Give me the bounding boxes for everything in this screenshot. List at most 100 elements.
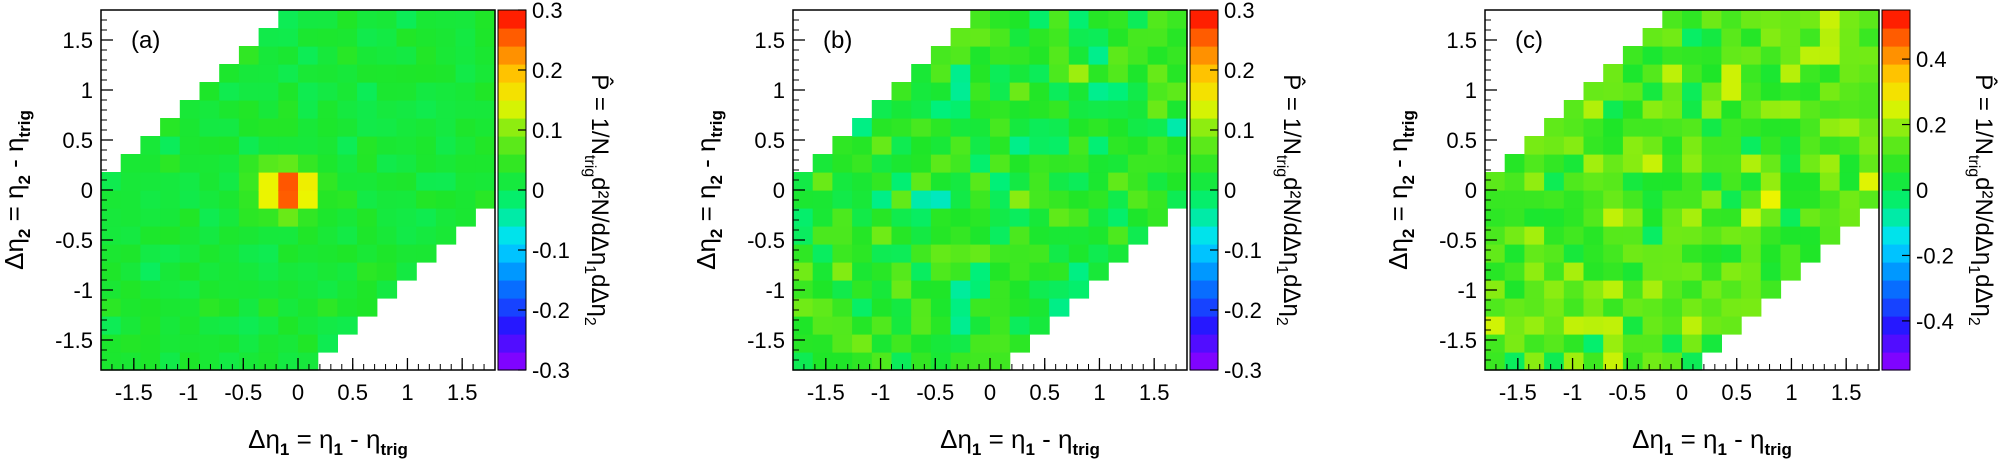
color-bar-segment bbox=[1882, 64, 1910, 83]
heatmap-cell bbox=[911, 352, 932, 371]
heatmap-cell bbox=[1622, 82, 1644, 101]
x-tick-label: 0.5 bbox=[1721, 380, 1752, 405]
heatmap-cell bbox=[1760, 208, 1782, 227]
heatmap-cell bbox=[891, 298, 912, 317]
heatmap-cell bbox=[891, 208, 912, 227]
heatmap-cell bbox=[990, 136, 1011, 155]
heatmap-cell bbox=[1009, 82, 1030, 101]
heatmap-cell bbox=[1544, 208, 1565, 227]
heatmap-cell bbox=[376, 46, 398, 65]
heatmap-cell bbox=[1504, 316, 1525, 335]
heatmap-cell bbox=[812, 298, 833, 317]
heatmap-cell bbox=[199, 100, 220, 119]
heatmap-cell bbox=[416, 118, 437, 137]
y-tick-label: 0.5 bbox=[754, 128, 785, 153]
heatmap-cell bbox=[1544, 334, 1565, 353]
heatmap-cell bbox=[435, 118, 457, 137]
heatmap-cell bbox=[1682, 172, 1703, 191]
heatmap-cell bbox=[160, 298, 181, 317]
heatmap-cell bbox=[990, 46, 1011, 65]
heatmap-cell bbox=[278, 28, 299, 47]
heatmap-cell bbox=[1741, 280, 1762, 299]
heatmap-cell bbox=[357, 226, 378, 245]
heatmap-cell bbox=[1147, 82, 1168, 101]
color-bar-segment bbox=[498, 28, 526, 47]
heatmap-cell bbox=[219, 190, 240, 209]
heatmap-cell bbox=[1049, 280, 1070, 299]
heatmap-cell bbox=[1524, 190, 1545, 209]
heatmap-cell bbox=[416, 10, 437, 29]
color-bar-segment bbox=[1190, 226, 1218, 245]
z-tick-label: 0 bbox=[1224, 178, 1236, 203]
heatmap-cell bbox=[1622, 226, 1644, 245]
heatmap-cell bbox=[455, 100, 476, 119]
heatmap-cell bbox=[1859, 64, 1880, 83]
z-tick-label: -0.4 bbox=[1916, 309, 1954, 334]
color-bar-segment bbox=[1882, 226, 1910, 245]
heatmap-cell bbox=[1701, 28, 1722, 47]
heatmap-cell bbox=[1524, 316, 1545, 335]
heatmap-cell bbox=[970, 46, 991, 65]
heatmap-cell bbox=[1485, 352, 1506, 371]
y-tick-label: 0 bbox=[1465, 178, 1477, 203]
heatmap-cell bbox=[990, 316, 1011, 335]
heatmap-cell bbox=[298, 352, 319, 371]
heatmap-cell bbox=[475, 100, 496, 119]
heatmap-cell bbox=[1544, 280, 1565, 299]
heatmap-cell bbox=[1485, 298, 1506, 317]
heatmap-cell bbox=[1721, 10, 1742, 29]
heatmap-cell bbox=[1741, 82, 1762, 101]
heatmap-cell bbox=[179, 316, 201, 335]
color-bar-segment bbox=[1882, 334, 1910, 353]
heatmap-cell bbox=[1583, 82, 1604, 101]
heatmap-cell bbox=[1721, 190, 1742, 209]
y-tick-label: 1 bbox=[773, 78, 785, 103]
heatmap-cell bbox=[1682, 64, 1703, 83]
heatmap-cell bbox=[1088, 28, 1109, 47]
z-tick-label: 0.2 bbox=[532, 58, 563, 83]
heatmap-cell bbox=[1583, 190, 1604, 209]
y-tick-label: 1 bbox=[81, 78, 93, 103]
heatmap-cell bbox=[1721, 46, 1742, 65]
y-tick-label: 0.5 bbox=[62, 128, 93, 153]
heatmap-cell bbox=[812, 316, 833, 335]
heatmap-cell bbox=[357, 100, 378, 119]
heatmap-cell bbox=[475, 154, 496, 173]
heatmap-cell bbox=[278, 262, 299, 281]
heatmap-cell bbox=[1108, 208, 1129, 227]
heatmap-cell bbox=[160, 226, 181, 245]
heatmap-cell bbox=[1583, 136, 1604, 155]
heatmap-cell bbox=[1622, 298, 1644, 317]
heatmap-cell bbox=[199, 136, 220, 155]
z-tick-label: -0.3 bbox=[1224, 358, 1262, 383]
heatmap-cell bbox=[793, 352, 814, 371]
color-bar-segment bbox=[498, 64, 526, 83]
heatmap-cell bbox=[970, 82, 991, 101]
heatmap-cell bbox=[1583, 298, 1604, 317]
heatmap-cell bbox=[101, 172, 122, 191]
heatmap-cell bbox=[1859, 10, 1880, 29]
heatmap-cell bbox=[1049, 118, 1070, 137]
heatmap-cell bbox=[1682, 100, 1703, 119]
heatmap-cell bbox=[219, 334, 240, 353]
heatmap-cell bbox=[1504, 280, 1525, 299]
heatmap-cell bbox=[950, 226, 971, 245]
heatmap-cell bbox=[1147, 10, 1168, 29]
color-bar-segment bbox=[1882, 46, 1910, 65]
heatmap-cell bbox=[970, 10, 991, 29]
heatmap-cell bbox=[179, 208, 201, 227]
heatmap-cell bbox=[199, 82, 220, 101]
color-bar-segment bbox=[1190, 244, 1218, 263]
heatmap-cell bbox=[990, 280, 1011, 299]
heatmap-cell bbox=[1485, 316, 1506, 335]
y-tick-label: -1.5 bbox=[55, 328, 93, 353]
heatmap-cell bbox=[1127, 100, 1149, 119]
heatmap-cell bbox=[1819, 208, 1841, 227]
heatmap-cell bbox=[179, 190, 201, 209]
heatmap-cell bbox=[1049, 100, 1070, 119]
heatmap-cell bbox=[140, 136, 161, 155]
heatmap-cell bbox=[1780, 190, 1801, 209]
heatmap-cell bbox=[891, 226, 912, 245]
heatmap-cell bbox=[1544, 118, 1565, 137]
heatmap-cell bbox=[970, 334, 991, 353]
